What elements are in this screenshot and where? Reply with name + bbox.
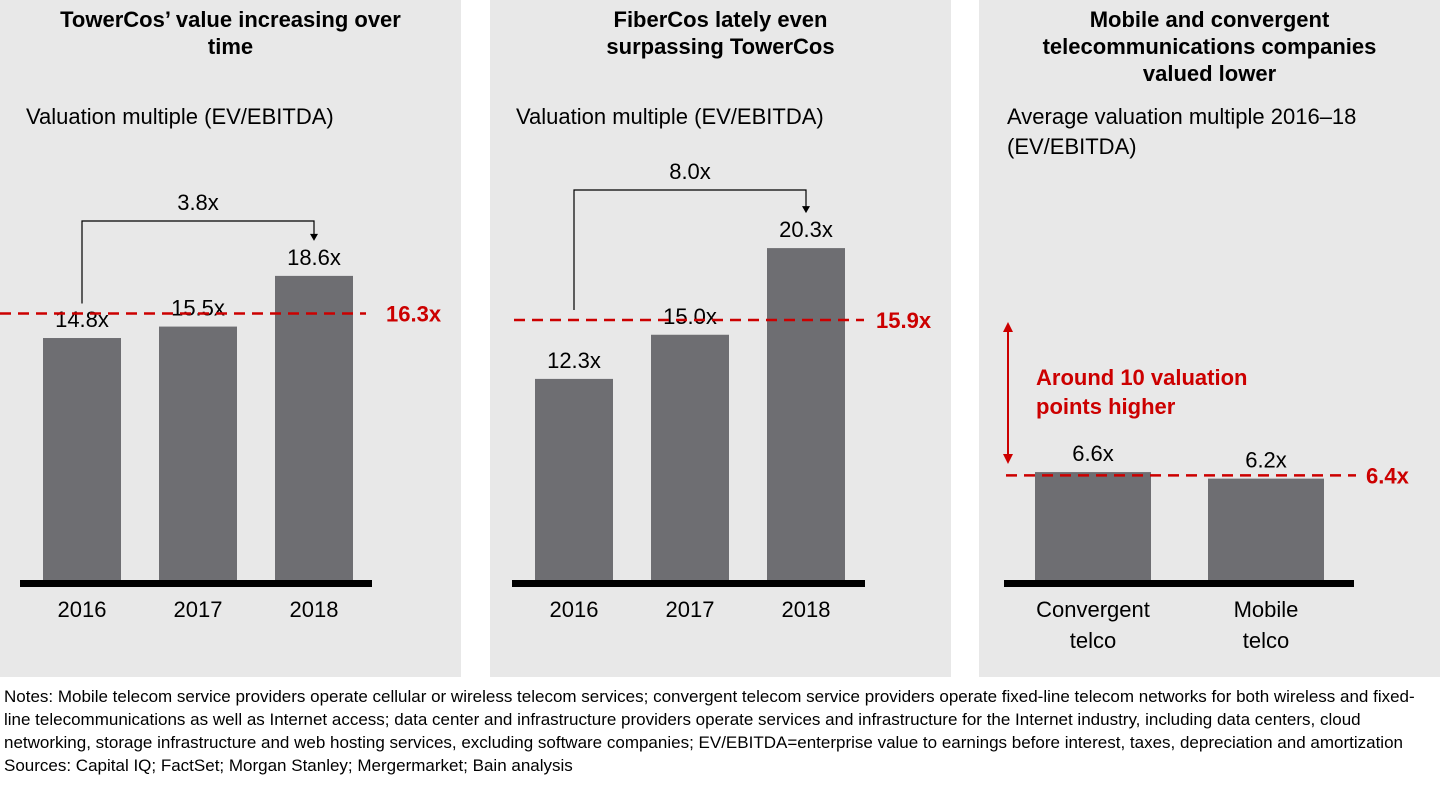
bar-chart-fibercos: 12.3x 15.0x 20.3x 2016 2017 2018 15.9x 8.0x <box>512 159 932 622</box>
category-label: telco <box>1243 628 1289 653</box>
category-label: Mobile <box>1234 597 1299 622</box>
data-label: 12.3x <box>547 348 601 373</box>
notes-text: Notes: Mobile telecom service providers … <box>4 687 1415 752</box>
data-label: 15.5x <box>171 296 225 321</box>
change-arrow-line <box>573 189 807 311</box>
data-label: 14.8x <box>55 307 109 332</box>
category-label: telco <box>1070 628 1116 653</box>
change-arrow-label: 3.8x <box>177 190 219 215</box>
panel-subtitle: Valuation multiple (EV/EBITDA) <box>26 104 334 129</box>
category-label: 2017 <box>666 597 715 622</box>
panel-subtitle: Valuation multiple (EV/EBITDA) <box>516 104 824 129</box>
panel-title: TowerCos’ value increasing over time <box>60 7 401 59</box>
chart-panel-fibercos: FiberCos lately even surpassing TowerCos… <box>490 0 951 677</box>
change-arrow-line <box>81 220 315 304</box>
chart-panel-telcos: Mobile and convergent telecommunications… <box>979 0 1440 677</box>
x-axis-baseline <box>512 580 865 587</box>
bar-2017 <box>651 334 729 580</box>
panel-subtitle: Average valuation multiple 2016–18 (EV/E… <box>1007 104 1357 159</box>
category-label: 2016 <box>550 597 599 622</box>
data-label: 18.6x <box>287 245 341 270</box>
bar-chart-towercos: 14.8x 15.5x 18.6x 2016 2017 2018 16.3x 3.8x <box>0 190 442 622</box>
category-label: 2017 <box>174 597 223 622</box>
bar-chart-telcos: 6.6x 6.2x Convergent telco Mobile telco 6.4x Ar… <box>1003 322 1410 653</box>
x-axis-baseline <box>1004 580 1354 587</box>
data-label: 15.0x <box>663 304 717 329</box>
sources-text: Sources: Capital IQ; FactSet; Morgan Sta… <box>4 756 573 775</box>
category-label: 2016 <box>58 597 107 622</box>
bar-2018 <box>275 275 353 580</box>
panel-title: Mobile and convergent telecommunications… <box>1042 7 1377 86</box>
range-arrow-head-up <box>1003 322 1013 332</box>
bar-mobile-telco <box>1208 478 1324 580</box>
bar-2017 <box>159 326 237 580</box>
average-label: 16.3x <box>386 301 442 326</box>
bar-2016 <box>43 338 121 580</box>
category-label: Convergent <box>1036 597 1150 622</box>
bar-convergent-telco <box>1035 472 1151 580</box>
footnotes: Notes: Mobile telecom service providers … <box>4 685 1438 777</box>
panel-title: FiberCos lately even surpassing TowerCos <box>606 7 835 59</box>
data-label: 6.2x <box>1245 448 1287 473</box>
change-arrow-label: 8.0x <box>669 159 711 184</box>
data-label: 20.3x <box>779 217 833 242</box>
category-label: 2018 <box>782 597 831 622</box>
x-axis-baseline <box>20 580 372 587</box>
range-arrow-head-down <box>1003 454 1013 464</box>
annotation-label: Around 10 valuation points higher <box>1036 365 1247 419</box>
change-arrow-head <box>802 206 810 214</box>
chart-panel-towercos: TowerCos’ value increasing over time Val… <box>0 0 461 677</box>
data-label: 6.6x <box>1072 441 1114 466</box>
change-arrow-head <box>310 233 318 241</box>
average-label: 6.4x <box>1366 463 1410 488</box>
bar-2018 <box>767 248 845 580</box>
bar-2016 <box>535 378 613 580</box>
category-label: 2018 <box>290 597 339 622</box>
average-label: 15.9x <box>876 308 932 333</box>
